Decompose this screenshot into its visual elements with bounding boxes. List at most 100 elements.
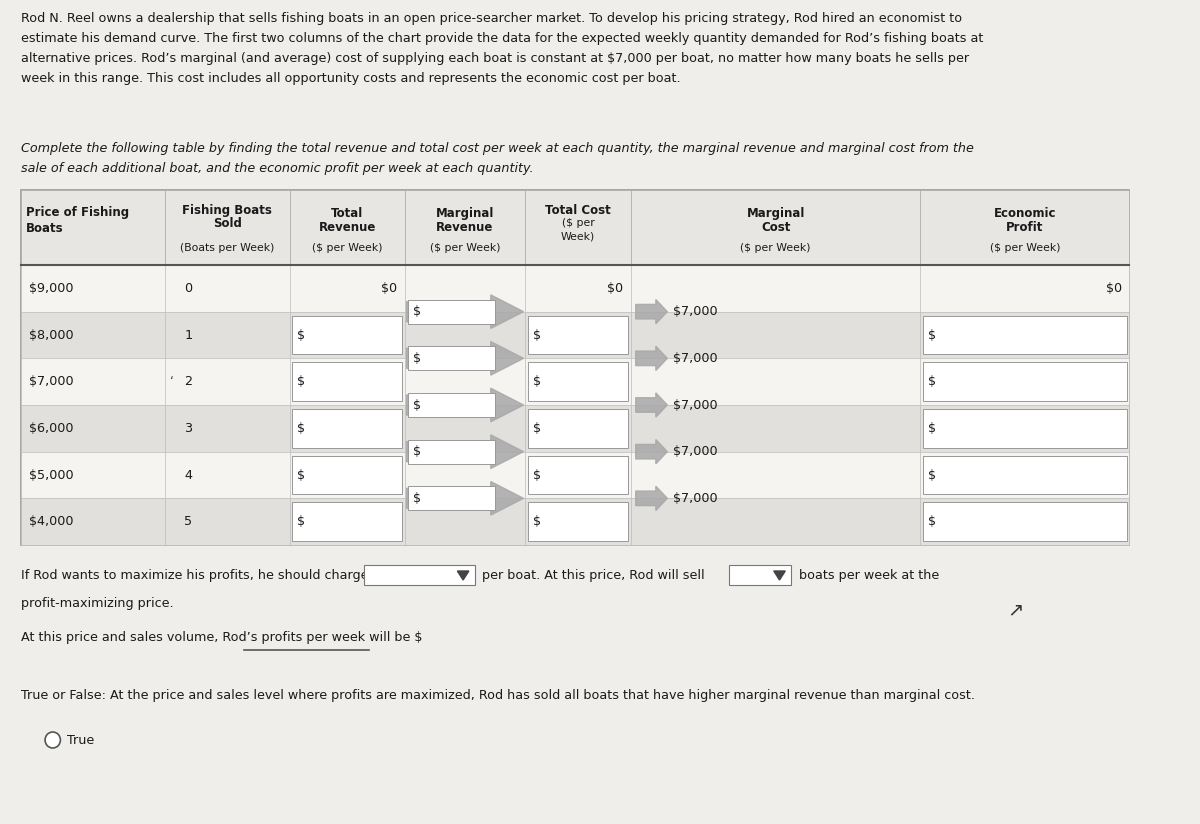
Bar bbox=[920, 358, 1129, 405]
Polygon shape bbox=[774, 571, 785, 580]
Text: 0: 0 bbox=[184, 282, 192, 295]
Bar bbox=[289, 311, 404, 358]
Polygon shape bbox=[457, 571, 469, 580]
Text: At this price and sales volume, Rod’s profits per week will be $: At this price and sales volume, Rod’s pr… bbox=[22, 631, 422, 644]
Bar bbox=[408, 393, 496, 417]
Text: $: $ bbox=[533, 469, 541, 481]
Bar bbox=[528, 316, 628, 354]
Text: $: $ bbox=[298, 422, 305, 435]
Bar bbox=[526, 405, 631, 452]
Bar bbox=[365, 565, 475, 585]
Bar bbox=[528, 363, 628, 401]
Text: 2: 2 bbox=[184, 375, 192, 388]
Bar bbox=[408, 439, 496, 464]
Text: $: $ bbox=[413, 492, 421, 505]
Bar bbox=[289, 190, 404, 265]
Text: $: $ bbox=[533, 422, 541, 435]
Text: $4,000: $4,000 bbox=[29, 515, 73, 528]
Text: $: $ bbox=[928, 329, 936, 341]
Text: $7,000: $7,000 bbox=[673, 492, 718, 505]
Text: Total Cost: Total Cost bbox=[545, 204, 611, 217]
Bar bbox=[22, 499, 164, 545]
Bar bbox=[408, 300, 496, 324]
Text: 5: 5 bbox=[184, 515, 192, 528]
Text: Marginal: Marginal bbox=[746, 207, 805, 219]
Bar bbox=[164, 311, 289, 358]
Bar bbox=[528, 456, 628, 494]
Text: $7,000: $7,000 bbox=[673, 445, 718, 458]
Bar bbox=[164, 499, 289, 545]
Text: $8,000: $8,000 bbox=[29, 329, 73, 341]
Bar bbox=[404, 405, 526, 452]
Text: $7,000: $7,000 bbox=[673, 399, 718, 411]
Text: 3: 3 bbox=[184, 422, 192, 435]
Bar bbox=[293, 456, 402, 494]
Text: Profit: Profit bbox=[1007, 221, 1044, 233]
Text: ‘: ‘ bbox=[169, 375, 174, 388]
Text: ($ per Week): ($ per Week) bbox=[740, 243, 811, 253]
Bar bbox=[526, 190, 631, 265]
Bar bbox=[404, 358, 526, 405]
Polygon shape bbox=[407, 435, 523, 469]
Bar bbox=[22, 452, 164, 499]
Bar bbox=[526, 452, 631, 499]
Bar bbox=[404, 190, 526, 265]
Bar bbox=[526, 311, 631, 358]
Bar bbox=[631, 265, 920, 311]
Text: week in this range. This cost includes all opportunity costs and represents the : week in this range. This cost includes a… bbox=[22, 72, 680, 85]
Text: ($ per Week): ($ per Week) bbox=[312, 243, 383, 253]
Text: Boats: Boats bbox=[26, 222, 64, 235]
Text: $: $ bbox=[413, 445, 421, 458]
Text: Cost: Cost bbox=[761, 221, 791, 233]
Bar bbox=[22, 405, 164, 452]
Text: alternative prices. Rod’s marginal (and average) cost of supplying each boat is : alternative prices. Rod’s marginal (and … bbox=[22, 52, 970, 64]
Bar bbox=[164, 452, 289, 499]
Polygon shape bbox=[407, 341, 523, 375]
Bar bbox=[923, 503, 1127, 541]
Text: $5,000: $5,000 bbox=[29, 469, 73, 481]
Text: $: $ bbox=[533, 329, 541, 341]
Text: estimate his demand curve. The first two columns of the chart provide the data f: estimate his demand curve. The first two… bbox=[22, 31, 984, 44]
Text: $7,000: $7,000 bbox=[29, 375, 73, 388]
Bar bbox=[164, 405, 289, 452]
Polygon shape bbox=[636, 486, 667, 510]
Text: $: $ bbox=[928, 515, 936, 528]
Text: $: $ bbox=[298, 515, 305, 528]
Text: True or False: At the price and sales level where profits are maximized, Rod has: True or False: At the price and sales le… bbox=[22, 689, 976, 701]
Text: $: $ bbox=[413, 305, 421, 318]
Polygon shape bbox=[636, 346, 667, 371]
Polygon shape bbox=[636, 439, 667, 464]
Text: sale of each additional boat, and the economic profit per week at each quantity.: sale of each additional boat, and the ec… bbox=[22, 162, 534, 175]
Bar bbox=[293, 316, 402, 354]
Text: Sold: Sold bbox=[212, 217, 241, 230]
Text: Economic: Economic bbox=[994, 207, 1056, 219]
Bar bbox=[289, 405, 404, 452]
Text: boats per week at the: boats per week at the bbox=[799, 569, 938, 582]
Polygon shape bbox=[407, 388, 523, 422]
Bar bbox=[293, 409, 402, 447]
Text: Fishing Boats: Fishing Boats bbox=[182, 204, 272, 217]
Bar bbox=[528, 503, 628, 541]
Text: $7,000: $7,000 bbox=[673, 305, 718, 318]
Text: $: $ bbox=[298, 375, 305, 388]
Bar bbox=[408, 486, 496, 510]
Text: ($ per Week): ($ per Week) bbox=[990, 243, 1061, 253]
Text: $: $ bbox=[928, 375, 936, 388]
Bar bbox=[631, 358, 920, 405]
Polygon shape bbox=[407, 481, 523, 515]
Text: Revenue: Revenue bbox=[437, 221, 493, 233]
Bar bbox=[631, 311, 920, 358]
Bar bbox=[164, 190, 289, 265]
Bar bbox=[404, 499, 526, 545]
Bar bbox=[164, 358, 289, 405]
Bar bbox=[289, 358, 404, 405]
Polygon shape bbox=[636, 300, 667, 324]
Text: $: $ bbox=[298, 329, 305, 341]
Bar bbox=[404, 452, 526, 499]
Bar bbox=[526, 499, 631, 545]
Bar bbox=[728, 565, 791, 585]
Text: Total: Total bbox=[331, 207, 364, 219]
Polygon shape bbox=[636, 393, 667, 417]
Text: $7,000: $7,000 bbox=[673, 352, 718, 365]
Bar bbox=[631, 190, 920, 265]
